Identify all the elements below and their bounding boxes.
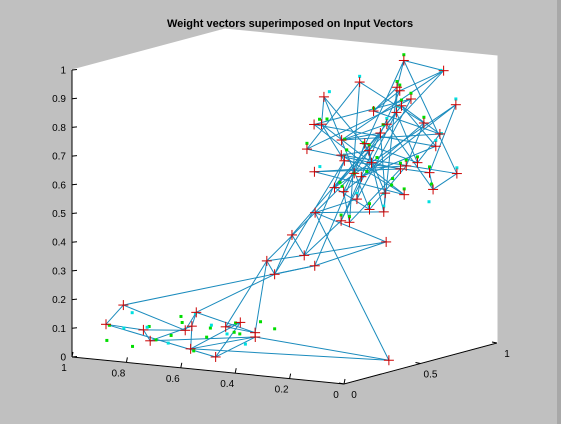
z-tick-label: 0.7 [52, 152, 66, 163]
input-vector-point [391, 177, 394, 180]
y-tick-label: 0.5 [424, 370, 438, 381]
input-vector-point [210, 324, 213, 327]
input-vector-point [146, 326, 149, 329]
x-tick-label: 0.2 [275, 385, 289, 396]
chart-title: Weight vectors superimposed on Input Vec… [167, 18, 413, 30]
left-wall-face [72, 29, 225, 357]
z-tick [72, 127, 77, 128]
input-vector-point [259, 320, 262, 323]
z-tick-label: 0.3 [52, 266, 66, 277]
z-tick [72, 270, 77, 271]
z-tick [72, 299, 77, 300]
window-edge-scrollbar[interactable] [557, 0, 561, 424]
input-vector-point [192, 349, 195, 352]
input-vector-point [122, 327, 125, 330]
input-vector-point [244, 343, 247, 346]
input-vector-point [105, 339, 108, 342]
y-tick-label: 0 [351, 390, 357, 401]
z-tick-label: 0.9 [52, 94, 66, 105]
input-vector-point [318, 118, 321, 121]
x-tick-label: 1 [61, 363, 67, 374]
x-tick-label: 0 [333, 390, 339, 401]
z-tick-label: 0 [60, 353, 66, 364]
y-tick-label: 1 [504, 349, 510, 360]
z-tick-label: 0.2 [52, 295, 66, 306]
input-vector-point [205, 336, 208, 339]
input-vector-point [238, 332, 241, 335]
z-tick [72, 242, 77, 243]
right-wall-face [344, 56, 497, 384]
z-tick-label: 1 [60, 66, 66, 77]
z-tick [72, 213, 77, 214]
input-vector-point [365, 170, 368, 173]
input-vector-point [234, 321, 237, 324]
input-vector-point [382, 123, 385, 126]
input-vector-point [170, 334, 173, 337]
z-tick-label: 0.5 [52, 209, 66, 220]
input-vector-point [390, 184, 393, 187]
input-vector-point [209, 327, 212, 330]
z-tick-label: 0.6 [52, 180, 66, 191]
input-vector-point [338, 181, 341, 184]
input-vector-point [328, 90, 331, 93]
input-vector-point [179, 315, 182, 318]
z-tick-label: 0.1 [52, 324, 66, 335]
z-tick-label: 0.8 [52, 123, 66, 134]
x-tick-label: 0.8 [111, 368, 125, 379]
input-vector-point [273, 327, 276, 330]
z-tick [72, 156, 77, 157]
input-vector-point [181, 321, 184, 324]
z-tick [72, 328, 77, 329]
x-tick-label: 0.4 [220, 379, 234, 390]
input-vector-point [345, 148, 348, 151]
input-vector-point [375, 156, 378, 159]
z-tick [72, 98, 77, 99]
x-tick-label: 0.6 [166, 374, 180, 385]
input-vector-point [318, 165, 321, 168]
input-vector-point [167, 342, 170, 345]
input-vector-point [428, 200, 431, 203]
input-vector-point [233, 331, 236, 334]
input-vector-point [131, 345, 134, 348]
input-vector-point [131, 311, 134, 314]
input-vector-point [326, 118, 329, 121]
input-vector-point [226, 332, 229, 335]
z-tick [72, 184, 77, 185]
z-tick [72, 70, 77, 71]
z-tick-label: 0.4 [52, 238, 66, 249]
